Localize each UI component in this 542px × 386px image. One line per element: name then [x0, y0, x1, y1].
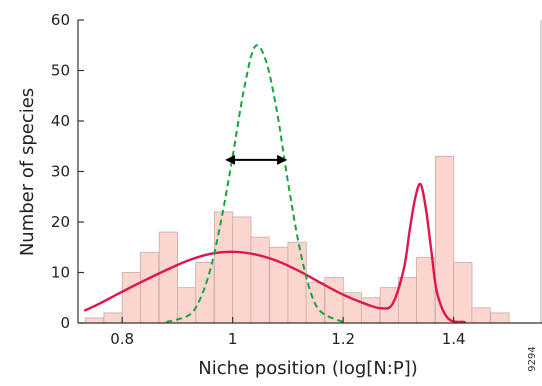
histogram-bar — [490, 312, 510, 324]
histogram-bar — [177, 287, 197, 324]
x-tick-label: 1.2 — [331, 330, 355, 348]
axes: 0 10 20 30 40 50 60 0.8 1 1.2 1.4 — [51, 11, 542, 348]
histogram-bar — [324, 277, 344, 324]
histogram-bar — [158, 231, 178, 324]
solid-fit-curve — [83, 182, 466, 324]
figure-id-label: 9294 — [527, 346, 538, 371]
y-tick-label: 10 — [51, 264, 70, 282]
histogram-bar — [379, 287, 399, 324]
y-axis-title: Number of species — [17, 88, 38, 256]
histogram-bar — [140, 251, 160, 324]
histogram-bar — [471, 307, 491, 324]
histogram-bar — [287, 241, 307, 324]
y-tick-label: 30 — [51, 163, 70, 181]
histogram-bar — [84, 317, 104, 324]
y-tick-label: 40 — [51, 112, 70, 130]
y-tick-label: 60 — [51, 11, 70, 29]
x-axis-title: Niche position (log[N:P]) — [198, 358, 418, 379]
x-tick-label: 0.8 — [110, 330, 134, 348]
x-tick-label: 1.4 — [442, 330, 466, 348]
histogram-bar — [397, 277, 418, 324]
histogram-bar — [232, 216, 252, 324]
histogram-bar — [214, 211, 234, 324]
histogram-bar — [453, 261, 473, 324]
histogram-bar — [250, 236, 270, 324]
x-tick-label: 1 — [228, 330, 238, 348]
dashed-fit-curve — [166, 44, 344, 323]
histogram-bar — [103, 312, 123, 324]
y-tick-label: 50 — [51, 62, 70, 80]
fitted-curves — [83, 44, 466, 324]
histogram-bar — [360, 297, 381, 324]
y-tick-label: 20 — [51, 213, 70, 231]
y-tick-label: 0 — [60, 314, 70, 332]
histogram-bar — [121, 272, 141, 324]
histogram-bar — [195, 261, 215, 324]
